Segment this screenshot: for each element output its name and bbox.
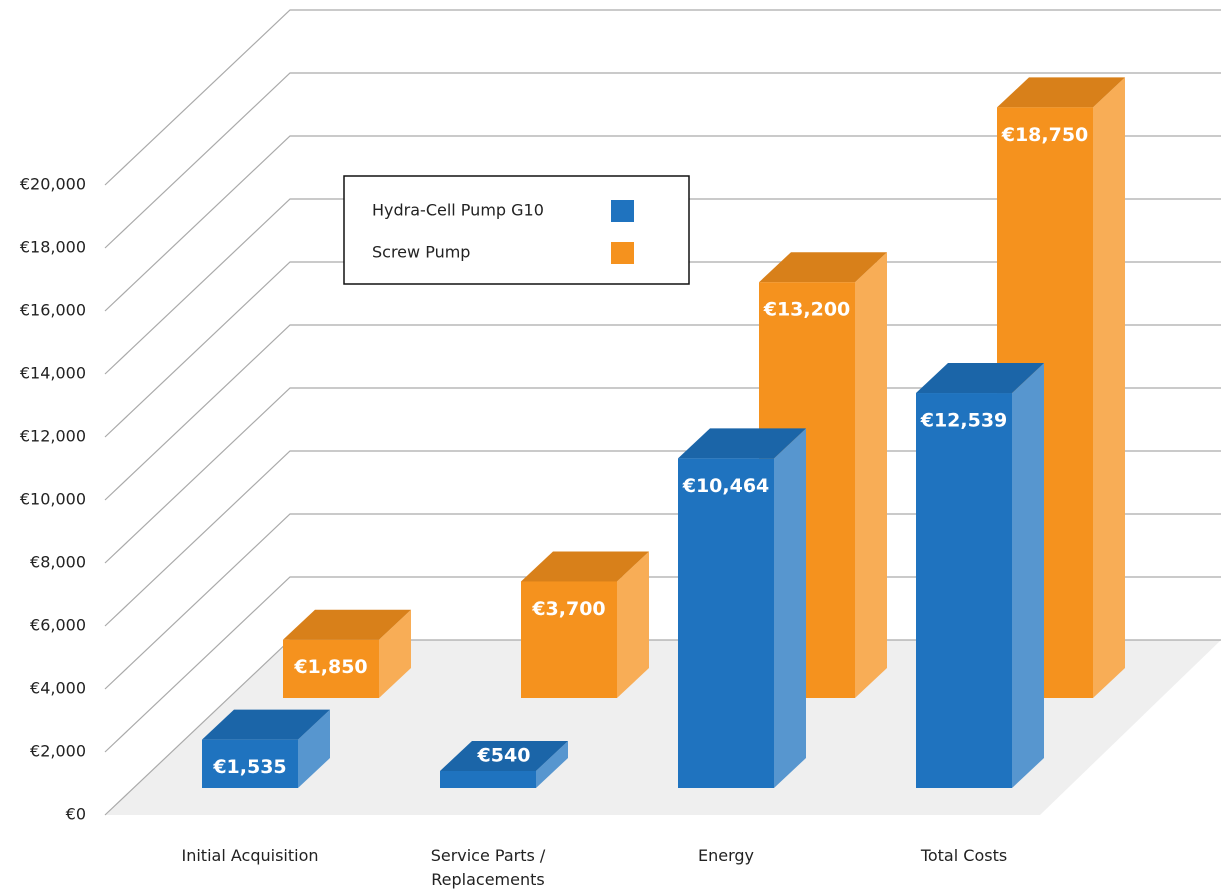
bar-side — [617, 551, 649, 698]
bar-side — [298, 709, 330, 788]
data-label: €1,850 — [293, 656, 367, 678]
x-tick-label: Initial Acquisition — [181, 846, 319, 865]
y-tick-label: €20,000 — [20, 175, 86, 194]
x-tick-label: Energy — [697, 846, 754, 865]
bar — [440, 770, 536, 788]
bar-top — [521, 551, 649, 582]
bar-top — [440, 740, 568, 771]
bar-top — [678, 428, 806, 459]
y-tick-label: €8,000 — [30, 553, 86, 572]
grid-line — [104, 72, 1221, 249]
bar — [283, 639, 379, 698]
y-tick-label: €0 — [66, 805, 86, 824]
grid-line — [104, 198, 1221, 375]
bar-top — [283, 609, 411, 640]
legend-label: Hydra-Cell Pump G10 — [372, 201, 544, 220]
bar-side — [536, 740, 568, 788]
bar — [521, 581, 617, 698]
y-tick-label: €18,000 — [20, 238, 86, 257]
x-tick-label: Total Costs — [920, 846, 1008, 865]
bar-side — [379, 609, 411, 698]
bar-side — [1093, 77, 1125, 698]
grid-line — [104, 387, 1221, 564]
bar-side — [855, 252, 887, 698]
grid-line — [104, 9, 1221, 186]
bar-top — [916, 363, 1044, 394]
y-tick-label: €6,000 — [30, 616, 86, 635]
grid-line — [104, 261, 1221, 438]
y-tick-label: €16,000 — [20, 301, 86, 320]
x-tick-label: Service Parts / Replacements — [430, 846, 546, 889]
bar — [916, 393, 1012, 788]
y-tick-label: €2,000 — [30, 742, 86, 761]
bar-side — [1012, 363, 1044, 788]
legend-swatch — [611, 200, 634, 222]
data-label: €1,535 — [212, 756, 286, 778]
grid-line — [104, 450, 1221, 627]
y-tick-label: €4,000 — [30, 679, 86, 698]
bar-side — [774, 428, 806, 788]
grid-line — [104, 324, 1221, 501]
y-tick-label: €10,000 — [20, 490, 86, 509]
data-label: €12,539 — [920, 410, 1008, 432]
legend-label: Screw Pump — [372, 243, 470, 262]
y-tick-label: €12,000 — [20, 427, 86, 446]
grid-line — [104, 576, 1221, 753]
grid-line — [104, 513, 1221, 690]
bar — [678, 458, 774, 788]
data-label: €18,750 — [1001, 124, 1089, 146]
y-tick-label: €14,000 — [20, 364, 86, 383]
legend-box — [343, 175, 690, 285]
legend-swatch — [611, 242, 634, 264]
data-label: €10,464 — [682, 475, 770, 497]
bar — [202, 739, 298, 788]
bar-top — [202, 709, 330, 740]
grid-line — [104, 135, 1221, 312]
data-label: €13,200 — [763, 299, 851, 321]
data-label: €540 — [477, 744, 531, 766]
bar-top — [997, 77, 1125, 108]
data-label: €3,700 — [531, 598, 605, 620]
bar-top — [759, 252, 887, 283]
